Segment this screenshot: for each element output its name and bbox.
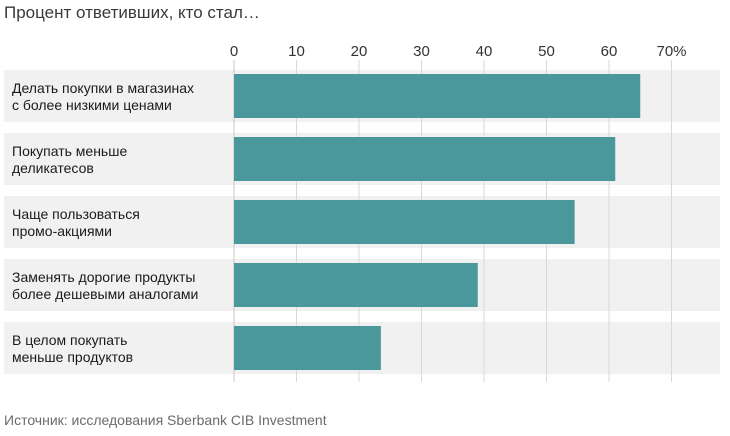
category-label: В целом покупать меньше продуктов: [12, 332, 133, 365]
bar-chart: 0 10 20 30 40 50 60 70% Делать покупки в магазин…: [4, 43, 720, 382]
category-label-line: Чаще пользоваться: [12, 206, 140, 222]
category-label: Покупать меньше деликатесов: [12, 143, 127, 176]
chart-title: Процент ответивших, кто стал…: [4, 3, 260, 22]
category-label-line: Покупать меньше: [12, 143, 127, 159]
category-label: Заменять дорогие продукты более дешевыми …: [12, 269, 198, 302]
bar: [234, 74, 641, 118]
category-label-line: Делать покупки в магазинах: [12, 80, 194, 96]
category-label-line: Заменять дорогие продукты: [12, 269, 195, 285]
x-tick-label: 0: [230, 43, 238, 60]
x-tick-label: 40: [476, 43, 493, 60]
category-label: Делать покупки в магазинах с более низким…: [12, 80, 194, 113]
x-tick-label: 30: [413, 43, 430, 60]
category-label-line: промо-акциями: [12, 223, 112, 239]
x-tick-label: 50: [538, 43, 555, 60]
bar: [234, 263, 478, 307]
bar: [234, 326, 381, 370]
category-label-line: с более низкими ценами: [12, 97, 172, 113]
source-note: Источник: исследования Sberbank CIB Inve…: [4, 412, 327, 428]
x-tick-label: 10: [288, 43, 305, 60]
bar: [234, 137, 616, 181]
x-tick-label: 60: [601, 43, 618, 60]
x-tick-label: 70%: [656, 43, 686, 60]
category-label-line: более дешевыми аналогами: [12, 286, 198, 302]
category-label-line: деликатесов: [12, 160, 94, 176]
x-tick-label: 20: [351, 43, 368, 60]
category-label-line: В целом покупать: [12, 332, 127, 348]
category-label: Чаще пользоваться промо-акциями: [12, 206, 140, 239]
category-label-line: меньше продуктов: [12, 349, 133, 365]
bar: [234, 200, 575, 244]
